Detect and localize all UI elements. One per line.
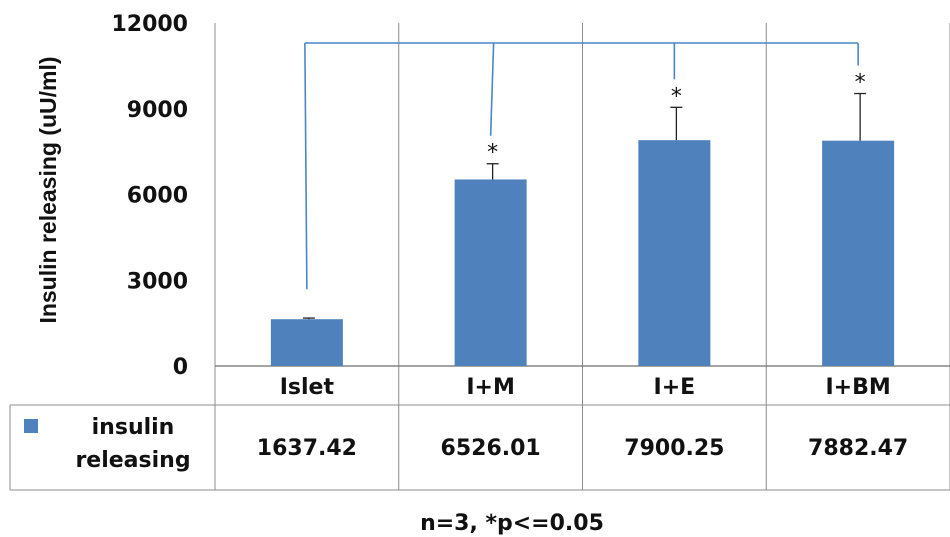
y-tick-label: 3000 — [127, 269, 188, 294]
legend-label-line-1: insulin — [92, 415, 175, 440]
y-tick-label: 6000 — [127, 184, 188, 209]
significance-star: * — [487, 141, 498, 166]
data-label: 7882.47 — [808, 436, 908, 461]
significance-bracket-drop — [304, 42, 308, 290]
footnote: n=3, *p<=0.05 — [420, 511, 604, 536]
x-tick-label: Islet — [280, 375, 335, 400]
bar-i-m — [454, 179, 527, 366]
significance-star: * — [671, 84, 682, 109]
data-label: 6526.01 — [441, 436, 541, 461]
legend-swatch — [24, 419, 38, 433]
legend-label-line-2: releasing — [75, 448, 190, 473]
significance-bracket-drop — [489, 42, 495, 136]
x-tick-label: I+E — [654, 375, 696, 400]
data-label: 1637.42 — [257, 436, 357, 461]
y-axis-label: Insulin releasing (uU/ml) — [35, 56, 61, 323]
x-tick-label: I+BM — [825, 375, 890, 400]
data-label: 7900.25 — [624, 436, 724, 461]
x-tick-label: I+M — [466, 375, 515, 400]
bar-islet — [270, 319, 343, 366]
significance-star: * — [855, 71, 866, 96]
bar-i-bm — [822, 140, 895, 366]
y-tick-label: 12000 — [111, 12, 188, 37]
y-tick-label: 0 — [173, 355, 188, 380]
y-tick-label: 9000 — [127, 98, 188, 123]
bar-i-e — [638, 140, 711, 366]
